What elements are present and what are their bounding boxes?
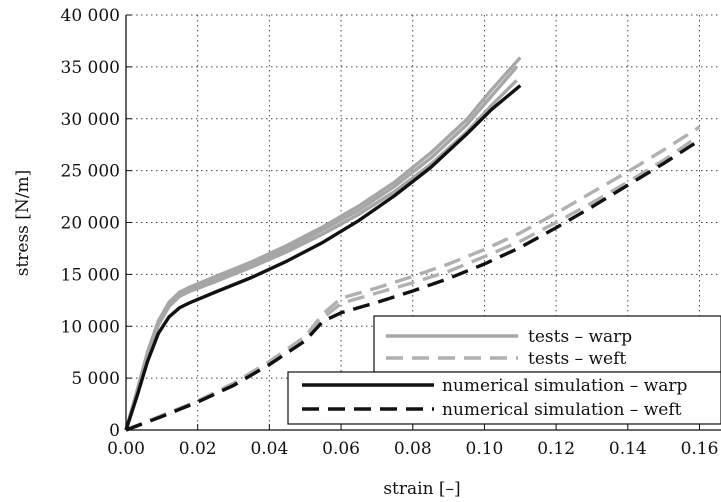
series-line-2 [124, 84, 522, 431]
x-axis-label: strain [–] [383, 479, 460, 499]
legend-label-0: tests – warp [528, 327, 632, 347]
series-line-1 [125, 125, 701, 432]
legend-label-2: numerical simulation – warp [442, 376, 688, 396]
series-line-0 [124, 56, 522, 431]
y-tick-label: 25 000 [61, 162, 120, 182]
legend-box-upper [373, 315, 721, 373]
y-tick-label: 5 000 [71, 369, 120, 389]
y-tick-label: 15 000 [61, 265, 120, 285]
y-tick-label: 20 000 [61, 214, 120, 234]
x-tick-label: 0.06 [322, 439, 360, 459]
y-tick-label: 40 000 [61, 6, 120, 26]
x-tick-label: 0.02 [179, 439, 217, 459]
y-tick-label: 30 000 [61, 110, 120, 130]
y-axis-label: stress [N/m] [13, 170, 33, 277]
y-tick-label: 0 [109, 421, 120, 441]
x-tick-label: 0.04 [250, 439, 288, 459]
tick-labels: 0.00 0.02 0.04 0.06 0.08 0.10 0.12 0.14 0.16 0 5 0… [61, 6, 719, 459]
x-tick-label: 0.00 [107, 439, 145, 459]
legend-box-lower [287, 371, 721, 425]
y-tick-label: 35 000 [61, 58, 120, 78]
legend-label-1: tests – weft [528, 349, 626, 369]
series-lines [124, 56, 701, 432]
x-tick-label: 0.14 [609, 439, 647, 459]
y-tick-label: 10 000 [61, 317, 120, 337]
axes [125, 14, 721, 431]
x-tick-label: 0.08 [394, 439, 432, 459]
x-tick-label: 0.10 [466, 439, 504, 459]
x-tick-label: 0.16 [681, 439, 719, 459]
x-tick-label: 0.12 [537, 439, 575, 459]
legend-label-3: numerical simulation – weft [442, 400, 682, 420]
series-line-3 [125, 141, 697, 432]
